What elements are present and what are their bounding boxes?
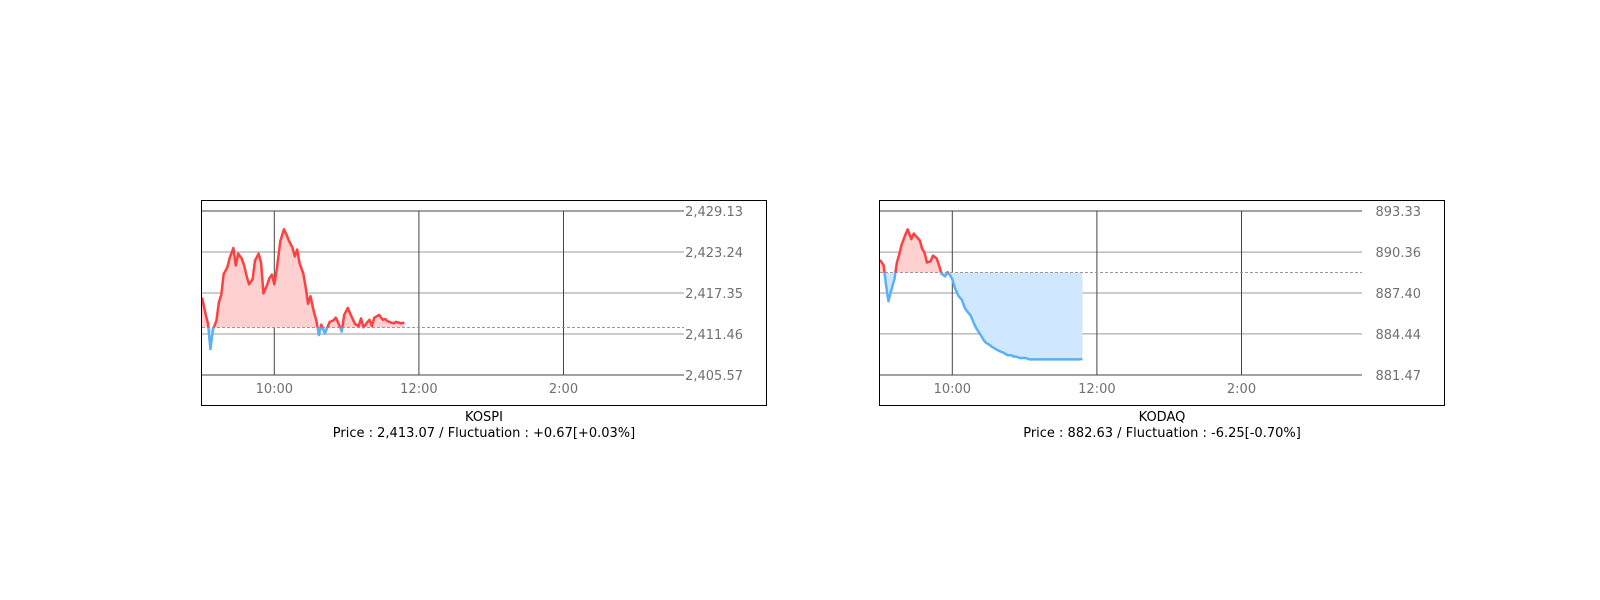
kodaq-price-line: Price : 882.63 / Fluctuation : -6.25[-0.… [1023,426,1301,441]
kodaq-y-tick-label: 890.36 [1376,246,1422,261]
kodaq-x-tick-label: 10:00 [934,382,971,397]
kodaq-x-tick-label: 2:00 [1227,382,1256,397]
kospi-y-tick-label: 2,411.46 [685,328,743,343]
kospi-caption: KOSPI Price : 2,413.07 / Fluctuation : +… [201,410,767,442]
kodaq-line-up [880,228,950,273]
kospi-chart: 2,429.13 2,423.24 2,417.35 2,411.46 2,405.57… [202,205,743,397]
kodaq-y-tick-label: 884.44 [1376,328,1422,343]
kospi-chart-panel: 2,429.13 2,423.24 2,417.35 2,411.46 2,405.57… [201,200,767,406]
kospi-x-tick-label: 12:00 [400,382,437,397]
kospi-y-tick-label: 2,423.24 [685,246,743,261]
kospi-line-up [202,228,405,328]
kospi-price-line: Price : 2,413.07 / Fluctuation : +0.67[+… [332,426,636,441]
kospi-y-tick-label: 2,417.35 [685,287,743,302]
kospi-x-tick-label: 2:00 [549,382,578,397]
kodaq-area-down [880,272,1083,360]
kodaq-y-tick-label: 881.47 [1376,369,1422,384]
kospi-x-tick-label: 10:00 [256,382,293,397]
kodaq-caption: KODAQ Price : 882.63 / Fluctuation : -6.… [879,410,1445,442]
kospi-area-up [202,229,405,328]
kodaq-chart: 893.33 890.36 887.40 884.44 881.47 10:00 12:00… [880,205,1422,397]
kodaq-chart-panel: 893.33 890.36 887.40 884.44 881.47 10:00 12:00… [879,200,1445,406]
kodaq-y-tick-label: 893.33 [1376,205,1422,220]
kospi-title: KOSPI [465,410,503,425]
kodaq-y-tick-label: 887.40 [1376,287,1422,302]
kodaq-title: KODAQ [1138,410,1186,425]
kodaq-x-tick-label: 12:00 [1078,382,1115,397]
kodaq-line-down [883,272,1083,361]
kospi-y-tick-label: 2,405.57 [685,369,743,384]
kospi-y-tick-label: 2,429.13 [685,205,743,220]
